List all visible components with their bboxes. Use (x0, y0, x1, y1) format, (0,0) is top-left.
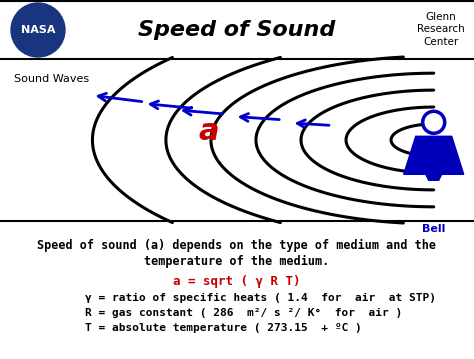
Polygon shape (404, 136, 464, 174)
Text: T = absolute temperature ( 273.15  + ºC ): T = absolute temperature ( 273.15 + ºC ) (85, 323, 362, 333)
Text: Speed of sound (a) depends on the type of medium and the: Speed of sound (a) depends on the type o… (37, 239, 437, 252)
Text: Bell: Bell (422, 224, 446, 234)
Text: a = sqrt ( γ R T): a = sqrt ( γ R T) (173, 275, 301, 288)
Text: Sound Waves: Sound Waves (14, 74, 89, 84)
Text: NASA: NASA (21, 25, 55, 35)
Text: γ = ratio of specific heats ( 1.4  for  air  at STP): γ = ratio of specific heats ( 1.4 for ai… (85, 293, 437, 303)
Circle shape (423, 111, 445, 133)
Text: Speed of sound (a) depends on the type of medium and the: Speed of sound (a) depends on the type o… (37, 239, 437, 252)
Text: R = gas constant ( 286  m²/ s ²/ K°  for  air ): R = gas constant ( 286 m²/ s ²/ K° for a… (85, 308, 402, 318)
Text: a: a (198, 117, 219, 146)
Circle shape (11, 3, 65, 57)
Text: Glenn
Research
Center: Glenn Research Center (417, 12, 465, 47)
Text: Speed of Sound: Speed of Sound (138, 19, 336, 39)
Text: temperature of the medium.: temperature of the medium. (145, 255, 329, 268)
Polygon shape (426, 174, 442, 180)
